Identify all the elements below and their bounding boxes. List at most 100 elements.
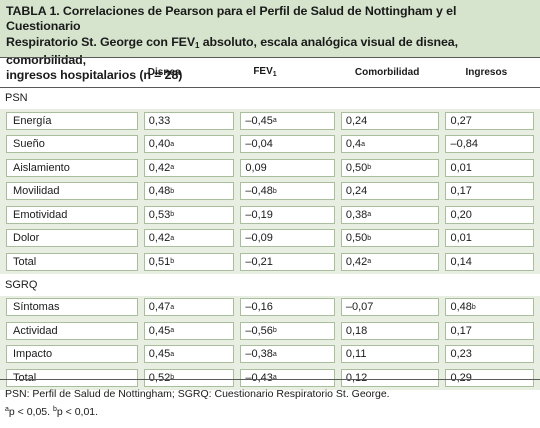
cell-value: 0,20 (450, 208, 472, 221)
cell-ing: 0,01 (445, 158, 534, 177)
cell-com: 0,42 a (340, 252, 440, 271)
cell-com: 0,50 b (340, 229, 440, 248)
cell-disnea: 0,45 a (143, 345, 235, 364)
col-header-fev: FEV1 (253, 66, 277, 78)
cell-value: 0,48 (148, 185, 171, 198)
cell-value: 0,01 (450, 232, 472, 245)
cell-value: 0,53 (148, 208, 171, 221)
cell-com: 0,24 (340, 111, 440, 130)
cell-ing: 0,14 (445, 252, 534, 271)
significance-marker: b (170, 258, 175, 266)
cell-ing: 0,17 (445, 321, 534, 340)
header-rule (0, 87, 540, 88)
bottom-rule (0, 379, 540, 380)
cell-fev: –0,45 a (240, 111, 335, 130)
title-line-2: Respiratorio St. George con FEV1 absolut… (6, 35, 534, 69)
cell-value: –0,21 (245, 255, 273, 268)
cell-com: –0,07 (340, 298, 440, 317)
row-label: Energía (6, 111, 138, 130)
cell-disnea: 0,42 a (143, 158, 235, 177)
title-fev-subscript: 1 (195, 40, 200, 50)
cell-value: 0,40 (148, 138, 171, 151)
cell-fev: –0,16 (240, 298, 335, 317)
row-label: Sueño (6, 135, 138, 154)
significance-marker: a (170, 164, 175, 172)
table-footnote: PSN: Perfil de Salud de Nottingham; SGRQ… (5, 387, 390, 420)
table-body: PSN Energía 0,33 –0,45 a 0,24 0,27 Sueño 0,40 a –0… (0, 87, 540, 390)
cell-value: –0,43 (245, 371, 273, 384)
cell-value: –0,38 (245, 348, 273, 361)
cell-value: 0,33 (148, 114, 171, 127)
table-row: Emotividad 0,53 b –0,19 0,38 a 0,20 (0, 203, 540, 227)
cell-com: 0,24 (340, 182, 440, 201)
cell-value: 0,45 (148, 324, 171, 337)
cell-disnea: 0,42 a (143, 229, 235, 248)
cell-value: 0,48 (450, 301, 472, 314)
significance-marker: b (170, 374, 175, 382)
table-row: Total 0,52 b –0,43 a 0,12 0,29 (0, 366, 540, 390)
cell-com: 0,4 a (340, 135, 440, 154)
correlation-table: Disnea FEV1 Comorbilidad Ingresos PSN Ene… (0, 57, 540, 390)
table-row: Movilidad 0,48 b –0,48 b 0,24 0,17 (0, 179, 540, 203)
cell-value: 0,29 (450, 371, 472, 384)
cell-ing: 0,17 (445, 182, 534, 201)
row-label: Dolor (6, 229, 138, 248)
significance-marker: b (272, 327, 277, 335)
table-row: Impacto 0,45 a –0,38 a 0,11 0,23 (0, 342, 540, 366)
significance-marker: a (170, 327, 175, 335)
significance-marker: a (361, 140, 366, 148)
cell-fev: 0,09 (240, 158, 335, 177)
significance-marker: b (471, 303, 476, 311)
table-row: Energía 0,33 –0,45 a 0,24 0,27 (0, 109, 540, 133)
row-label: Impacto (6, 345, 138, 364)
row-label: Total (6, 252, 138, 271)
significance-marker: a (170, 140, 175, 148)
cell-value: –0,56 (245, 324, 273, 337)
cell-value: 0,50 (345, 161, 368, 174)
cell-value: –0,04 (245, 138, 273, 151)
section-row: SGRQ (0, 274, 540, 296)
cell-disnea: 0,51 b (143, 252, 235, 271)
cell-fev: –0,43 a (240, 368, 335, 387)
significance-marker: a (170, 350, 175, 358)
cell-com: 0,38 a (340, 205, 440, 224)
cell-value: –0,84 (450, 138, 478, 151)
row-label: Total (6, 368, 138, 387)
cell-fev: –0,19 (240, 205, 335, 224)
title-line-1: TABLA 1. Correlaciones de Pearson para e… (6, 4, 457, 34)
cell-value: –0,07 (345, 301, 374, 314)
cell-value: 0,23 (450, 348, 472, 361)
cell-com: 0,50 b (340, 158, 440, 177)
significance-marker: a (272, 350, 277, 358)
footnote-significance: ap < 0,05. bp < 0,01. (5, 406, 99, 418)
row-label: Emotividad (6, 205, 138, 224)
cell-ing: 0,27 (445, 111, 534, 130)
cell-ing: –0,84 (445, 135, 534, 154)
table-row: Total 0,51 b –0,21 0,42 a 0,14 (0, 250, 540, 274)
table-row: Síntomas 0,47 a –0,16 –0,07 0,48 b (0, 295, 540, 319)
row-label: Aislamiento (6, 158, 138, 177)
cell-fev: –0,09 (240, 229, 335, 248)
cell-value: 0,47 (148, 301, 171, 314)
cell-ing: 0,48 b (445, 298, 534, 317)
cell-value: –0,19 (245, 208, 273, 221)
section-row: PSN (0, 87, 540, 109)
cell-value: 0,18 (345, 324, 368, 337)
cell-ing: 0,01 (445, 229, 534, 248)
cell-disnea: 0,53 b (143, 205, 235, 224)
cell-value: 0,51 (148, 255, 171, 268)
significance-marker: a (170, 303, 175, 311)
blank-header (0, 57, 144, 87)
col-header-disnea: Disnea (147, 66, 181, 78)
table-row: Sueño 0,40 a –0,04 0,4 a –0,84 (0, 132, 540, 156)
row-label: Actividad (6, 321, 138, 340)
cell-disnea: 0,40 a (143, 135, 235, 154)
significance-marker: b (367, 234, 372, 242)
cell-disnea: 0,45 a (143, 321, 235, 340)
cell-disnea: 0,33 (143, 111, 235, 130)
top-rule (0, 57, 540, 58)
title-line-2b: absoluto, escala analógica visual de dis… (6, 34, 458, 67)
table-row: Aislamiento 0,42 a 0,09 0,50 b 0,01 (0, 156, 540, 180)
cell-value: 0,42 (148, 232, 171, 245)
col-header-ingresos: Ingresos (465, 66, 508, 78)
